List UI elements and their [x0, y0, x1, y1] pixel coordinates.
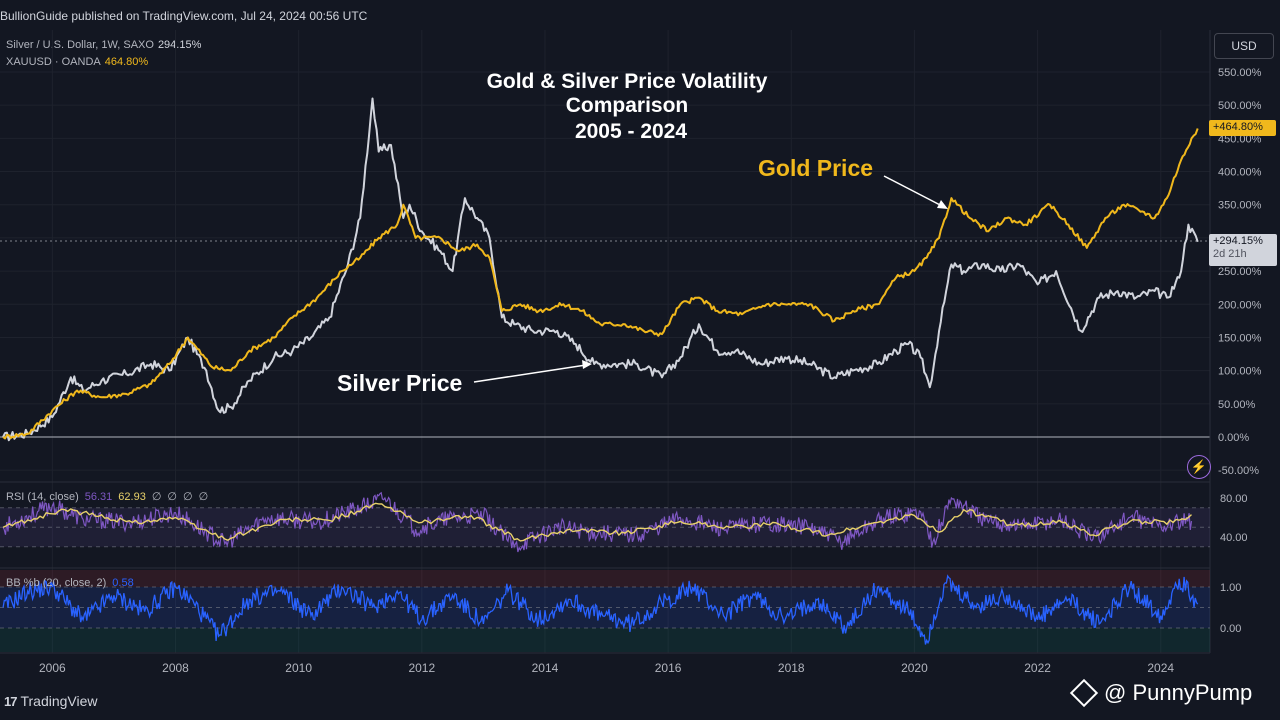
x-tick-label: 2020 — [901, 661, 928, 675]
rsi-na-4: ∅ — [199, 491, 209, 503]
main-y-axis: 550.00%500.00%450.00%400.00%350.00%300.0… — [1218, 67, 1262, 477]
watermark-text: @ PunnyPump — [1104, 680, 1253, 705]
x-tick-label: 2010 — [285, 661, 312, 675]
bb-mid-zone — [0, 587, 1210, 628]
y-tick-label: 500.00% — [1218, 100, 1262, 112]
gold-legend-symbol: XAUUSD · OANDA — [6, 56, 101, 68]
chart-title-line-1: Gold & Silver Price Volatility — [487, 70, 768, 93]
rsi-legend[interactable]: RSI (14, close) 56.31 62.93 ∅ ∅ ∅ ∅ — [6, 491, 208, 503]
bb-legend[interactable]: BB %b (20, close, 2) 0.58 — [6, 577, 134, 589]
bb-legend-value: 0.58 — [112, 577, 133, 589]
bb-y-tick-label: 0.00 — [1220, 623, 1241, 635]
bb-y-tick-label: 1.00 — [1220, 582, 1241, 594]
y-tick-label: 50.00% — [1218, 399, 1256, 411]
gold-annotation-arrow — [883, 175, 945, 208]
diamond-icon — [1069, 678, 1099, 708]
time-axis: 2006 2008 2010 2012 2014 2016 2018 2020 2022 2024 — [39, 661, 1174, 675]
y-tick-label: -50.00% — [1218, 465, 1259, 477]
rsi-ma-legend-value: 62.93 — [118, 491, 146, 503]
silver-countdown: 2d 21h — [1213, 248, 1247, 260]
tradingview-logo[interactable]: 17 TradingView — [4, 693, 98, 709]
gold-price-line-series — [2, 128, 1199, 440]
bb-legend-title: BB %b (20, close, 2) — [6, 577, 106, 589]
bb-percent-line — [2, 574, 1199, 645]
silver-price-tag: +294.15% 2d 21h — [1209, 234, 1277, 266]
x-tick-label: 2014 — [532, 661, 559, 675]
y-tick-label: 100.00% — [1218, 366, 1262, 378]
gold-annotation-arrowhead — [937, 200, 948, 209]
rsi-ma-line — [2, 502, 1192, 542]
x-tick-label: 2022 — [1024, 661, 1051, 675]
silver-price-annotation: Silver Price — [337, 370, 462, 396]
y-tick-label: 350.00% — [1218, 200, 1262, 212]
silver-legend-value: 294.15% — [157, 39, 202, 51]
rsi-legend-title: RSI (14, close) — [6, 491, 79, 503]
bolt-icon[interactable]: ⚡ — [1187, 455, 1211, 479]
rsi-y-tick-label: 40.00 — [1220, 532, 1248, 544]
rsi-line — [2, 491, 1193, 553]
rsi-na-1: ∅ — [152, 491, 162, 503]
y-tick-label: 250.00% — [1218, 266, 1262, 278]
rsi-na-2: ∅ — [167, 491, 177, 503]
rsi-series — [2, 491, 1193, 553]
bb-lower-zone — [0, 628, 1210, 652]
x-tick-label: 2006 — [39, 661, 66, 675]
x-tick-label: 2018 — [778, 661, 805, 675]
publisher-line: BullionGuide published on TradingView.co… — [0, 9, 368, 23]
tradingview-text: TradingView — [20, 693, 98, 709]
gold-legend[interactable]: XAUUSD · OANDA 464.80% — [6, 56, 148, 68]
y-tick-label: 0.00% — [1218, 432, 1249, 444]
y-tick-label: 200.00% — [1218, 299, 1262, 311]
gold-price-annotation: Gold Price — [758, 155, 873, 181]
watermark: @ PunnyPump — [1069, 678, 1253, 708]
gold-price-tag: +464.80% — [1209, 120, 1276, 136]
x-tick-label: 2008 — [162, 661, 189, 675]
silver-legend[interactable]: Silver / U.S. Dollar, 1W, SAXO 294.15% — [6, 39, 201, 51]
y-tick-label: 150.00% — [1218, 332, 1262, 344]
silver-annotation-arrowhead — [582, 360, 592, 369]
gold-legend-value: 464.80% — [104, 56, 149, 68]
rsi-y-axis: 80.00 40.00 — [1220, 493, 1248, 544]
main-series — [2, 97, 1199, 442]
bb-guides — [0, 586, 1210, 629]
y-tick-label: 550.00% — [1218, 67, 1262, 79]
x-tick-label: 2012 — [408, 661, 435, 675]
bb-y-axis: 1.00 0.00 — [1220, 582, 1241, 635]
silver-price-tag-value: +294.15% — [1213, 235, 1263, 247]
y-tick-label: 400.00% — [1218, 167, 1262, 179]
rsi-na-3: ∅ — [183, 491, 193, 503]
silver-annotation-arrow — [473, 364, 587, 383]
x-tick-label: 2016 — [655, 661, 682, 675]
bb-series — [2, 574, 1199, 645]
rsi-y-tick-label: 80.00 — [1220, 493, 1248, 505]
x-tick-label: 2024 — [1147, 661, 1174, 675]
silver-legend-symbol: Silver / U.S. Dollar, 1W, SAXO — [6, 39, 154, 51]
bb-upper-zone — [0, 570, 1210, 587]
chart-title-line-2: Comparison — [566, 94, 689, 117]
rsi-legend-value: 56.31 — [85, 491, 113, 503]
chart-title-line-3: 2005 - 2024 — [575, 120, 687, 143]
currency-button[interactable]: USD — [1214, 33, 1274, 59]
silver-price-line-series — [2, 97, 1199, 442]
y-tick-label: 450.00% — [1218, 133, 1262, 145]
tradingview-mark-icon: 17 — [4, 693, 18, 709]
